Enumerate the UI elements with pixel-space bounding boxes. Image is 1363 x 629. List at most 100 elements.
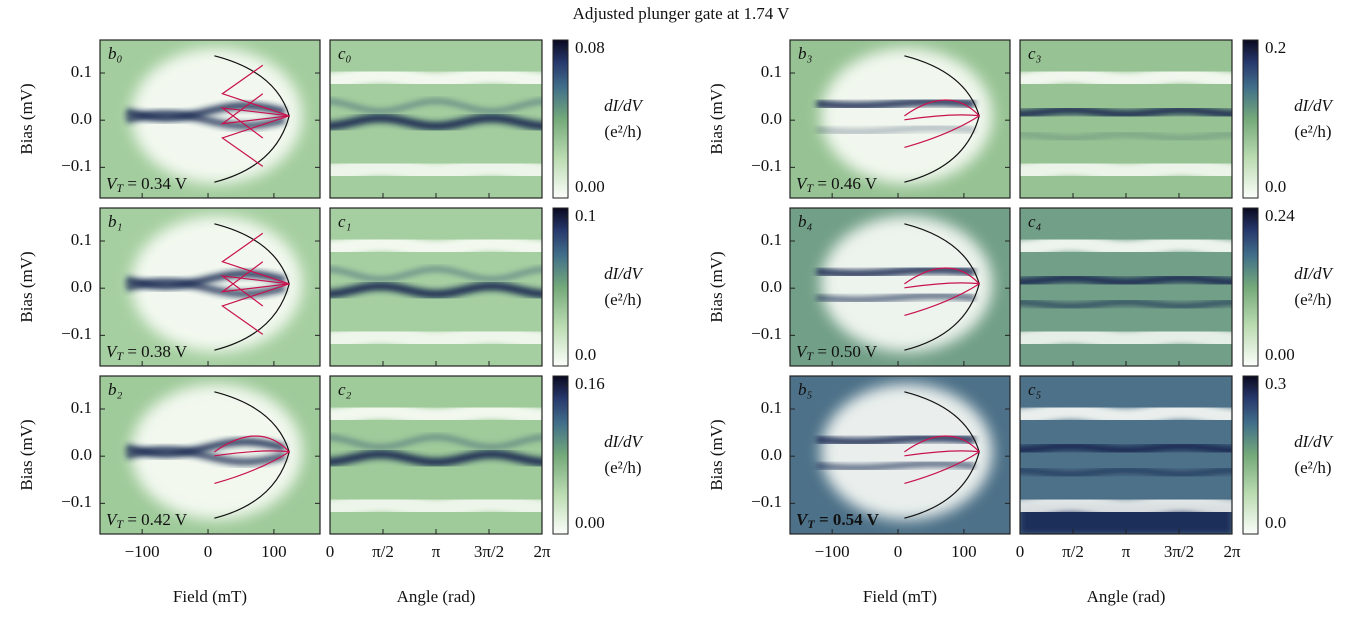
y-axis-label: Bias (mV) xyxy=(707,83,726,154)
fit-curve xyxy=(904,450,980,457)
fit-curve xyxy=(220,93,290,125)
colorbar-label: dI/dV xyxy=(1294,96,1334,115)
x-tick-label: 3π/2 xyxy=(1164,542,1194,561)
heatmap-feature xyxy=(130,215,303,352)
heatmap-feature xyxy=(1020,324,1232,351)
x-tick-label: −100 xyxy=(125,542,160,561)
annotation-sub: T xyxy=(116,181,124,195)
y-tick-label: 0.0 xyxy=(761,109,782,128)
heatmap-feature xyxy=(1020,492,1232,519)
y-axis-label: Bias (mV) xyxy=(17,251,36,322)
colorbar-label: (e²/h) xyxy=(1294,122,1331,141)
axes-frame xyxy=(99,375,321,535)
x-tick-label: π xyxy=(432,542,441,561)
annotation-text: = 0.54 V xyxy=(815,510,880,529)
colorbar xyxy=(1242,375,1259,535)
y-tick-label: 0.1 xyxy=(761,230,782,249)
fit-curve xyxy=(221,232,290,285)
annotation-text: = 0.42 V xyxy=(123,510,188,529)
heatmap-feature xyxy=(330,401,542,426)
fit-curve xyxy=(904,282,980,289)
axes-frame xyxy=(789,375,1011,535)
y-tick-label: 0.1 xyxy=(761,398,782,417)
colorbar-tick-label: 0.00 xyxy=(1265,345,1295,364)
heatmap xyxy=(790,208,1010,366)
heatmap-feature xyxy=(1020,401,1232,426)
heatmap xyxy=(790,40,1010,198)
heatmap-feature xyxy=(1020,131,1232,142)
heatmap-feature xyxy=(330,113,542,131)
heatmap-feature xyxy=(1020,273,1232,287)
heatmap-feature xyxy=(330,449,542,467)
annotation: VT = 0.38 V xyxy=(106,342,188,363)
heatmap xyxy=(100,208,320,366)
heatmap-feature xyxy=(130,383,303,520)
heatmap-feature xyxy=(1020,467,1232,478)
panel-label: b₃ xyxy=(798,44,813,63)
y-axis-label: Bias (mV) xyxy=(707,251,726,322)
colorbar-tick-label: 0.08 xyxy=(575,38,605,57)
colorbar xyxy=(552,39,569,199)
colorbar-tick-label: 0.00 xyxy=(575,177,605,196)
colorbar-tick-label: 0.0 xyxy=(1265,513,1286,532)
heatmap xyxy=(330,40,542,198)
fit-curve xyxy=(221,283,290,335)
heatmap xyxy=(330,376,542,534)
y-tick-label: 0.1 xyxy=(761,62,782,81)
colorbar-label: (e²/h) xyxy=(604,122,641,141)
annotation-sub: T xyxy=(806,181,814,195)
colorbar-label: dI/dV xyxy=(604,432,644,451)
annotation-sub: T xyxy=(116,517,124,531)
panel-label: c₂ xyxy=(338,380,352,399)
heatmap-feature xyxy=(1020,441,1232,455)
fit-curve xyxy=(904,114,980,121)
annotation-sub: T xyxy=(807,517,815,531)
fit-curve xyxy=(214,450,290,457)
heatmap-feature xyxy=(125,110,286,130)
annotation: VT = 0.50 V xyxy=(796,342,878,363)
heatmap-feature xyxy=(330,492,542,519)
x-tick-label: π xyxy=(1122,542,1131,561)
y-tick-label: 0.0 xyxy=(71,277,92,296)
annotation-var: V xyxy=(796,510,809,529)
colorbar-tick-label: 0.16 xyxy=(575,374,605,393)
annotation: VT = 0.42 V xyxy=(106,510,188,531)
heatmap xyxy=(1020,376,1232,534)
panel-label: c₀ xyxy=(338,44,352,63)
panel-label: b₄ xyxy=(798,212,813,231)
y-tick-label: −0.1 xyxy=(751,324,782,343)
x-tick-label: 0 xyxy=(204,542,213,561)
panel-label: c₄ xyxy=(1028,212,1042,231)
colorbar-tick-label: 0.00 xyxy=(575,513,605,532)
heatmap-feature xyxy=(820,47,993,184)
colorbar xyxy=(552,375,569,535)
annotation: VT = 0.34 V xyxy=(106,174,188,195)
heatmap xyxy=(790,376,1010,534)
annotation-var: V xyxy=(796,342,809,361)
y-axis-label: Bias (mV) xyxy=(707,419,726,490)
colorbar-tick-label: 0.0 xyxy=(575,345,596,364)
heatmap-feature xyxy=(125,278,286,298)
y-tick-label: −0.1 xyxy=(61,324,92,343)
colorbar-tick-label: 0.24 xyxy=(1265,206,1295,225)
annotation-text: = 0.46 V xyxy=(813,174,878,193)
y-tick-label: −0.1 xyxy=(751,156,782,175)
colorbar-tick-label: 0.1 xyxy=(575,206,596,225)
y-tick-label: 0.0 xyxy=(71,445,92,464)
heatmap-feature xyxy=(816,433,976,446)
colorbar-label: (e²/h) xyxy=(604,458,641,477)
colorbar-tick-label: 0.0 xyxy=(1265,177,1286,196)
colorbar-label: (e²/h) xyxy=(1294,290,1331,309)
colorbar-label: (e²/h) xyxy=(1294,458,1331,477)
panel-label: b₂ xyxy=(108,380,123,399)
annotation-var: V xyxy=(106,174,119,193)
y-tick-label: 0.1 xyxy=(71,398,92,417)
heatmap-feature xyxy=(816,97,976,110)
annotation: VT = 0.46 V xyxy=(796,174,878,195)
axes-frame xyxy=(99,207,321,367)
heatmap-feature xyxy=(820,215,993,352)
heatmap-feature xyxy=(330,266,542,282)
x-tick-label: π/2 xyxy=(372,542,394,561)
y-tick-label: 0.1 xyxy=(71,62,92,81)
panel-label: c₅ xyxy=(1028,380,1042,399)
